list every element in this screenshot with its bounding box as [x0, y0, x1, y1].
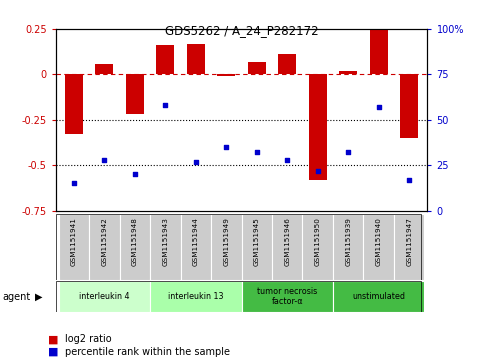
Bar	[278, 54, 297, 74]
Bar	[65, 74, 83, 134]
Point	[222, 144, 230, 150]
Bar	[363, 214, 394, 280]
Point	[192, 159, 199, 164]
Bar	[333, 214, 363, 280]
Text: interleukin 4: interleukin 4	[79, 292, 129, 301]
Point	[375, 104, 383, 110]
Bar	[248, 62, 266, 74]
Bar	[150, 214, 181, 280]
Bar	[95, 65, 114, 74]
Text: GSM1151943: GSM1151943	[162, 217, 168, 266]
Bar	[181, 214, 211, 280]
Text: GSM1151950: GSM1151950	[315, 217, 321, 266]
Bar	[89, 214, 120, 280]
Text: agent: agent	[2, 292, 30, 302]
Bar	[186, 44, 205, 74]
Text: ▶: ▶	[35, 292, 43, 302]
Bar	[309, 74, 327, 180]
Bar	[302, 214, 333, 280]
Text: GSM1151942: GSM1151942	[101, 217, 107, 266]
Text: GSM1151941: GSM1151941	[71, 217, 77, 266]
Point	[284, 157, 291, 163]
Bar	[150, 281, 242, 312]
Text: GSM1151939: GSM1151939	[345, 217, 351, 266]
Text: GSM1151947: GSM1151947	[406, 217, 412, 266]
Bar	[211, 214, 242, 280]
Text: GSM1151944: GSM1151944	[193, 217, 199, 266]
Text: interleukin 13: interleukin 13	[168, 292, 224, 301]
Point	[253, 150, 261, 155]
Bar	[156, 45, 174, 74]
Point	[405, 177, 413, 183]
Bar	[242, 281, 333, 312]
Text: unstimulated: unstimulated	[352, 292, 405, 301]
Point	[131, 171, 139, 177]
Point	[70, 180, 78, 186]
Bar	[272, 214, 302, 280]
Bar	[217, 74, 235, 76]
Point	[161, 102, 169, 108]
Text: percentile rank within the sample: percentile rank within the sample	[65, 347, 230, 357]
Bar	[58, 281, 150, 312]
Text: GSM1151940: GSM1151940	[376, 217, 382, 266]
Point	[314, 168, 322, 174]
Text: GSM1151946: GSM1151946	[284, 217, 290, 266]
Text: ■: ■	[48, 347, 59, 357]
Text: GSM1151948: GSM1151948	[132, 217, 138, 266]
Bar	[126, 74, 144, 114]
Text: GSM1151949: GSM1151949	[223, 217, 229, 266]
Bar	[394, 214, 425, 280]
Bar	[400, 74, 418, 138]
Text: ■: ■	[48, 334, 59, 344]
Point	[100, 157, 108, 163]
Bar	[333, 281, 425, 312]
Bar	[58, 214, 89, 280]
Bar	[242, 214, 272, 280]
Bar	[120, 214, 150, 280]
Bar	[339, 71, 357, 74]
Text: GDS5262 / A_24_P282172: GDS5262 / A_24_P282172	[165, 24, 318, 37]
Bar	[369, 29, 388, 74]
Text: log2 ratio: log2 ratio	[65, 334, 112, 344]
Text: tumor necrosis
factor-α: tumor necrosis factor-α	[257, 287, 317, 306]
Point	[344, 150, 352, 155]
Text: GSM1151945: GSM1151945	[254, 217, 260, 266]
